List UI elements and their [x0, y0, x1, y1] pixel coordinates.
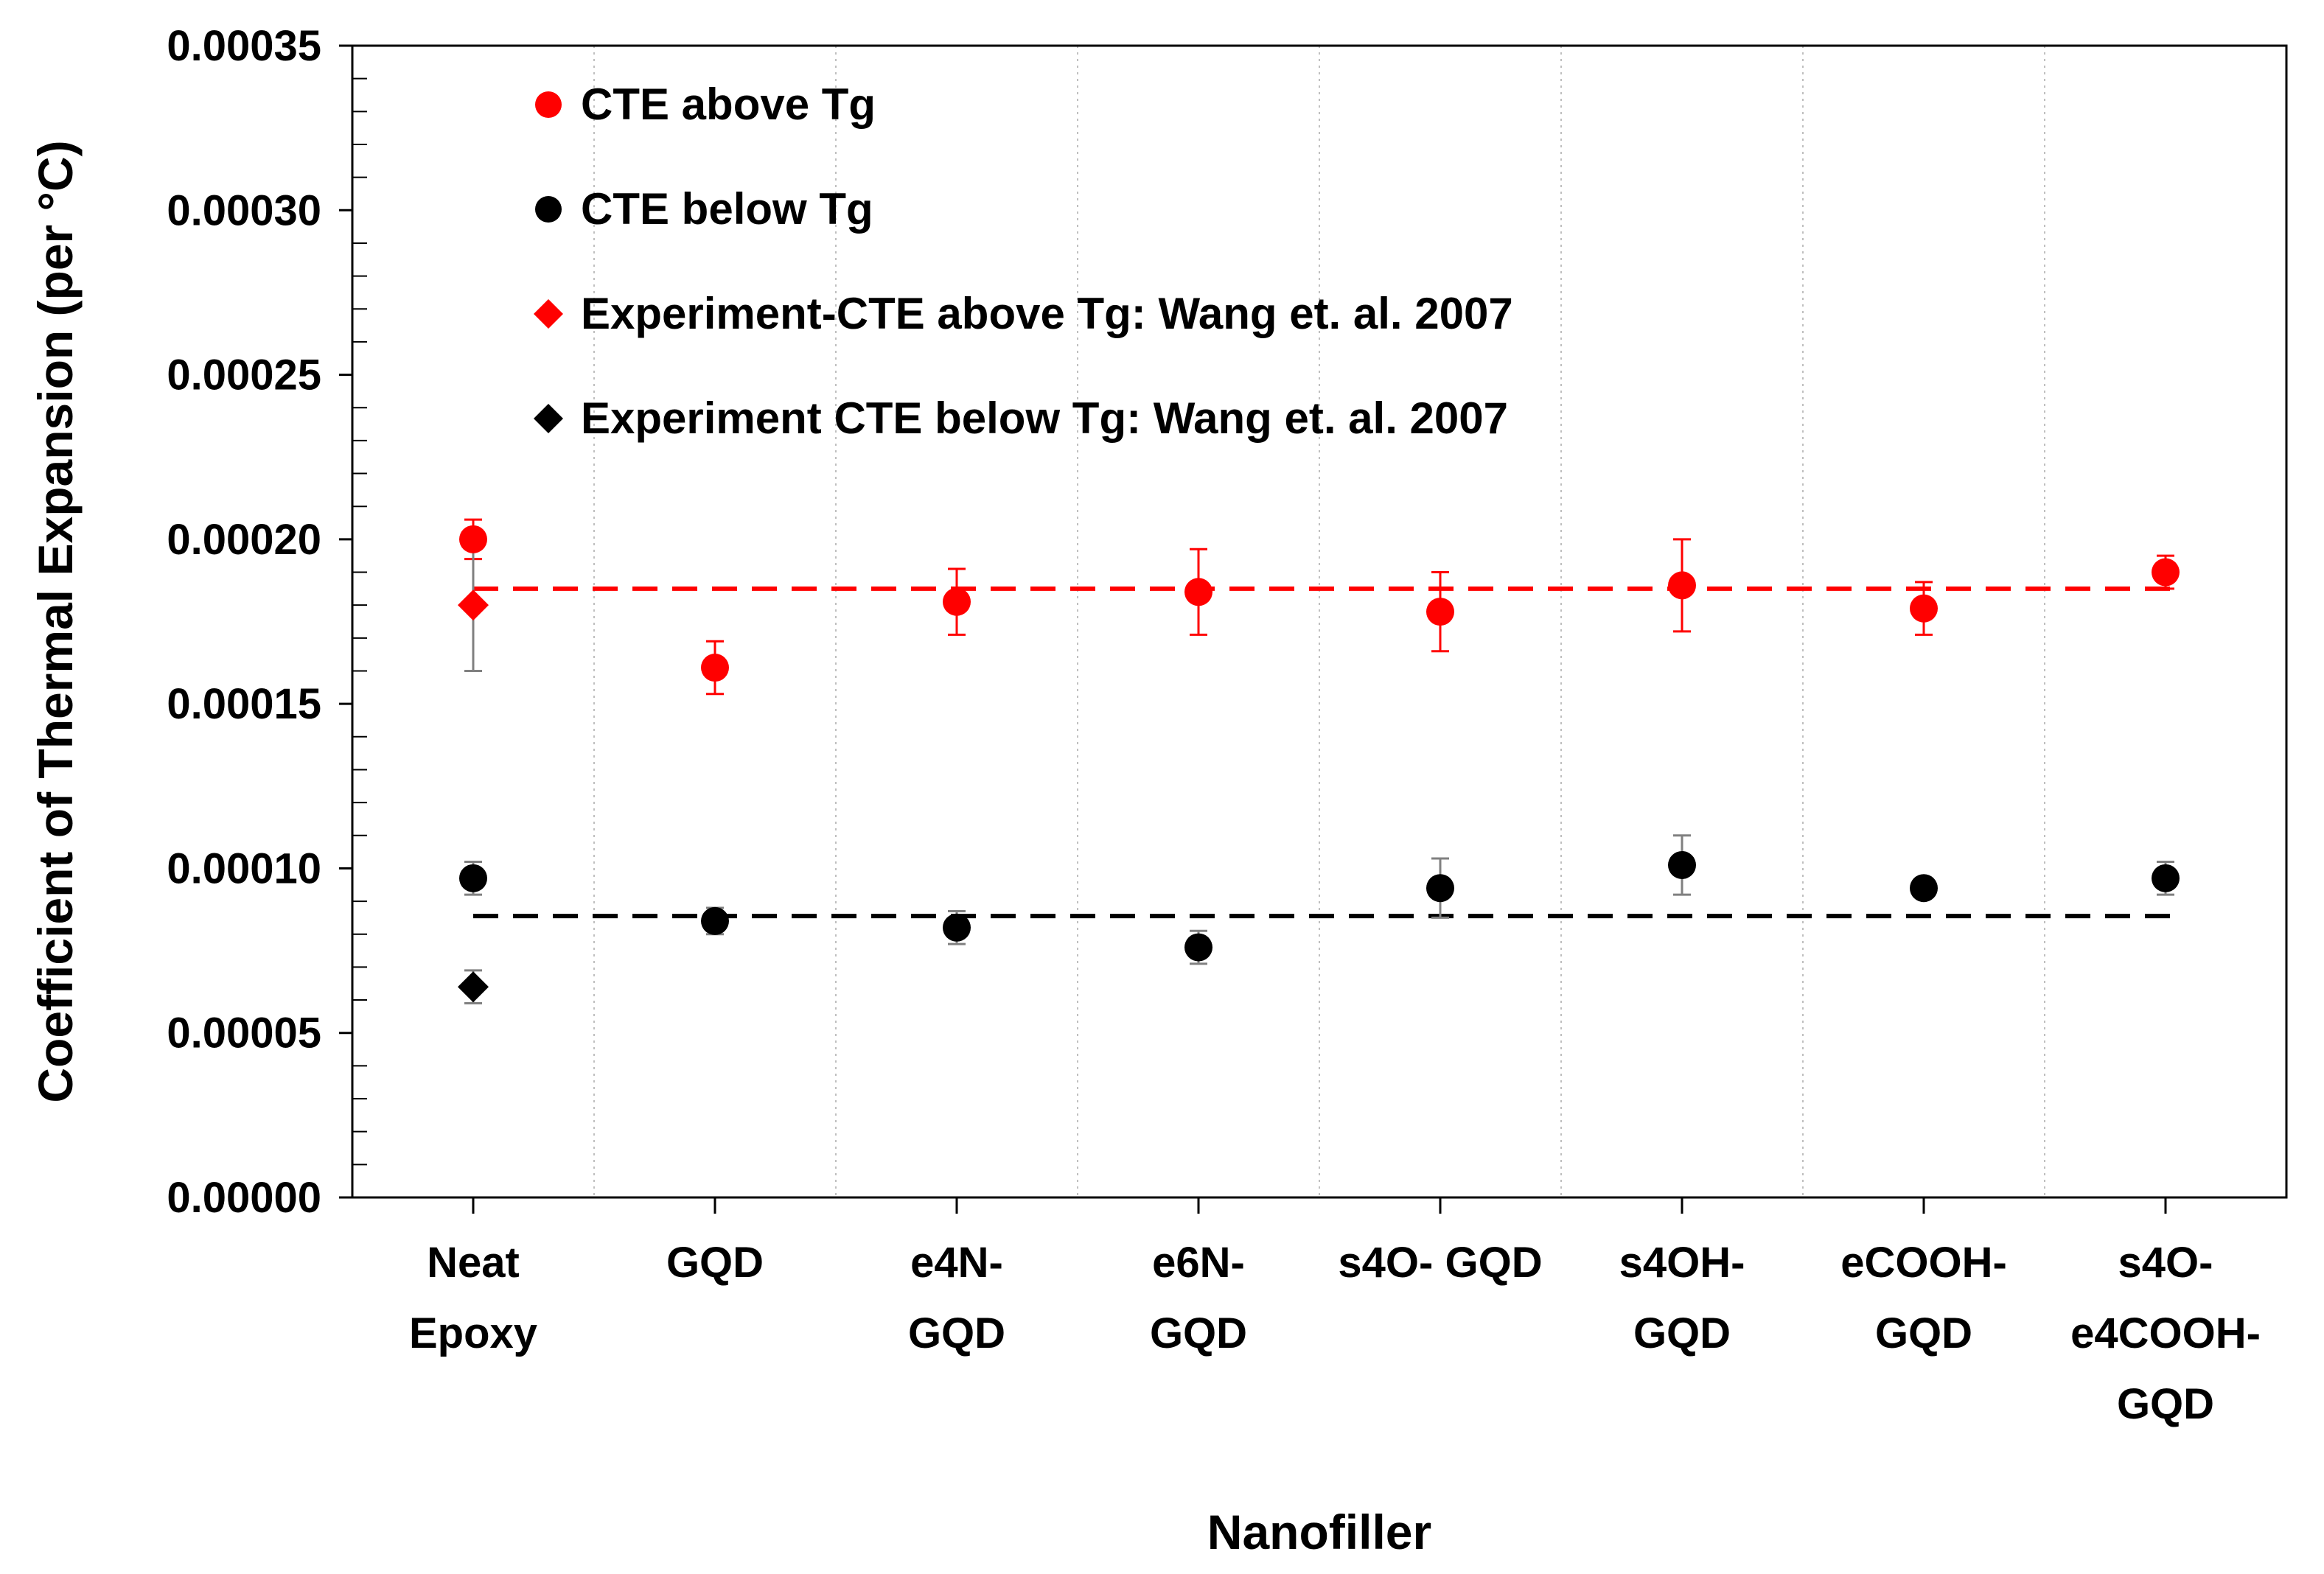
legend-label: CTE below Tg — [581, 184, 873, 234]
x-tick-label-line: e4N- — [910, 1239, 1003, 1287]
legend-label: Experiment-CTE above Tg: Wang et. al. 20… — [581, 289, 1513, 338]
x-tick-label-line: GQD — [666, 1239, 764, 1287]
y-tick-label: 0.00010 — [167, 844, 321, 892]
x-tick-label-line: s4OH- — [1619, 1239, 1745, 1287]
point-circle-series-0 — [943, 587, 971, 616]
point-circle-series-1 — [1910, 874, 1938, 903]
point-diamond-series-2 — [458, 590, 489, 621]
x-tick-label-line: e6N- — [1152, 1239, 1245, 1287]
point-circle-series-0 — [1668, 571, 1696, 600]
point-circle-series-1 — [1668, 850, 1696, 879]
y-tick-label: 0.00005 — [167, 1010, 321, 1057]
x-tick-label-line: Neat — [427, 1239, 520, 1287]
x-tick-label-line: GQD — [2117, 1380, 2214, 1428]
y-tick-label: 0.00000 — [167, 1174, 321, 1222]
point-circle-series-1 — [2152, 864, 2180, 892]
legend-label: CTE above Tg — [581, 80, 876, 129]
point-circle-series-0 — [701, 654, 729, 682]
x-tick-label-line: eCOOH- — [1840, 1239, 2007, 1287]
point-circle-series-0 — [1910, 594, 1938, 623]
legend: CTE above Tg CTE below Tg Experiment-CTE a… — [534, 80, 1513, 443]
point-circle-series-1 — [943, 913, 971, 942]
point-circle-series-1 — [459, 864, 487, 892]
y-tick-label: 0.00025 — [167, 351, 321, 399]
x-tick-label-line: GQD — [1875, 1309, 1972, 1357]
point-circle-series-1 — [1184, 933, 1212, 962]
point-circle-series-1 — [1426, 874, 1454, 903]
x-tick-label: e4N- GQD — [908, 1239, 1005, 1357]
legend-label: Experiment CTE below Tg: Wang et. al. 20… — [581, 394, 1508, 443]
legend-marker-diamond — [534, 404, 563, 433]
point-circle-series-0 — [1426, 598, 1454, 626]
x-tick-label-line: GQD — [1150, 1309, 1247, 1357]
y-tick-label: 0.00015 — [167, 680, 321, 728]
x-tick-label: s4O-e4COOH- GQD — [2070, 1239, 2261, 1428]
y-tick-label: 0.00035 — [167, 22, 321, 70]
x-tick-label: s4OH- GQD — [1619, 1239, 1745, 1357]
y-tick-label: 0.00020 — [167, 516, 321, 564]
data-points — [458, 525, 2180, 1003]
point-circle-series-0 — [1184, 578, 1212, 606]
point-circle-series-0 — [2152, 558, 2180, 587]
y-axis-title: Coefficient of Thermal Expansion (per °C… — [28, 140, 83, 1102]
plot-frame — [351, 44, 2288, 1199]
axes: 0.00000 0.00005 0.00010 0.00015 0.00020 0.000… — [167, 22, 2261, 1428]
x-tick-label: eCOOH- GQD — [1840, 1239, 2007, 1357]
legend-marker-diamond — [534, 299, 563, 329]
legend-marker-circle — [535, 91, 562, 118]
legend-marker-circle — [535, 196, 562, 223]
x-axis-title: Nanofiller — [1207, 1505, 1431, 1559]
x-tick-label: Neat Epoxy — [409, 1239, 537, 1357]
y-tick-label: 0.00030 — [167, 186, 321, 234]
x-tick-label-line: GQD — [908, 1309, 1005, 1357]
x-tick-label-line: s4O- — [2118, 1239, 2213, 1287]
x-tick-label: s4O- GQD — [1338, 1239, 1542, 1287]
point-diamond-series-3 — [458, 971, 489, 1003]
reference-lines — [473, 586, 2174, 919]
x-tick-label-line: Epoxy — [409, 1309, 537, 1357]
point-circle-series-0 — [459, 525, 487, 553]
x-tick-label-line: GQD — [1633, 1309, 1731, 1357]
x-tick-label: e6N- GQD — [1150, 1239, 1247, 1357]
point-circle-series-1 — [701, 906, 729, 935]
x-tick-label-line: s4O- GQD — [1338, 1239, 1542, 1287]
x-tick-label-line: e4COOH- — [2070, 1309, 2261, 1357]
x-tick-label: GQD — [666, 1239, 764, 1287]
